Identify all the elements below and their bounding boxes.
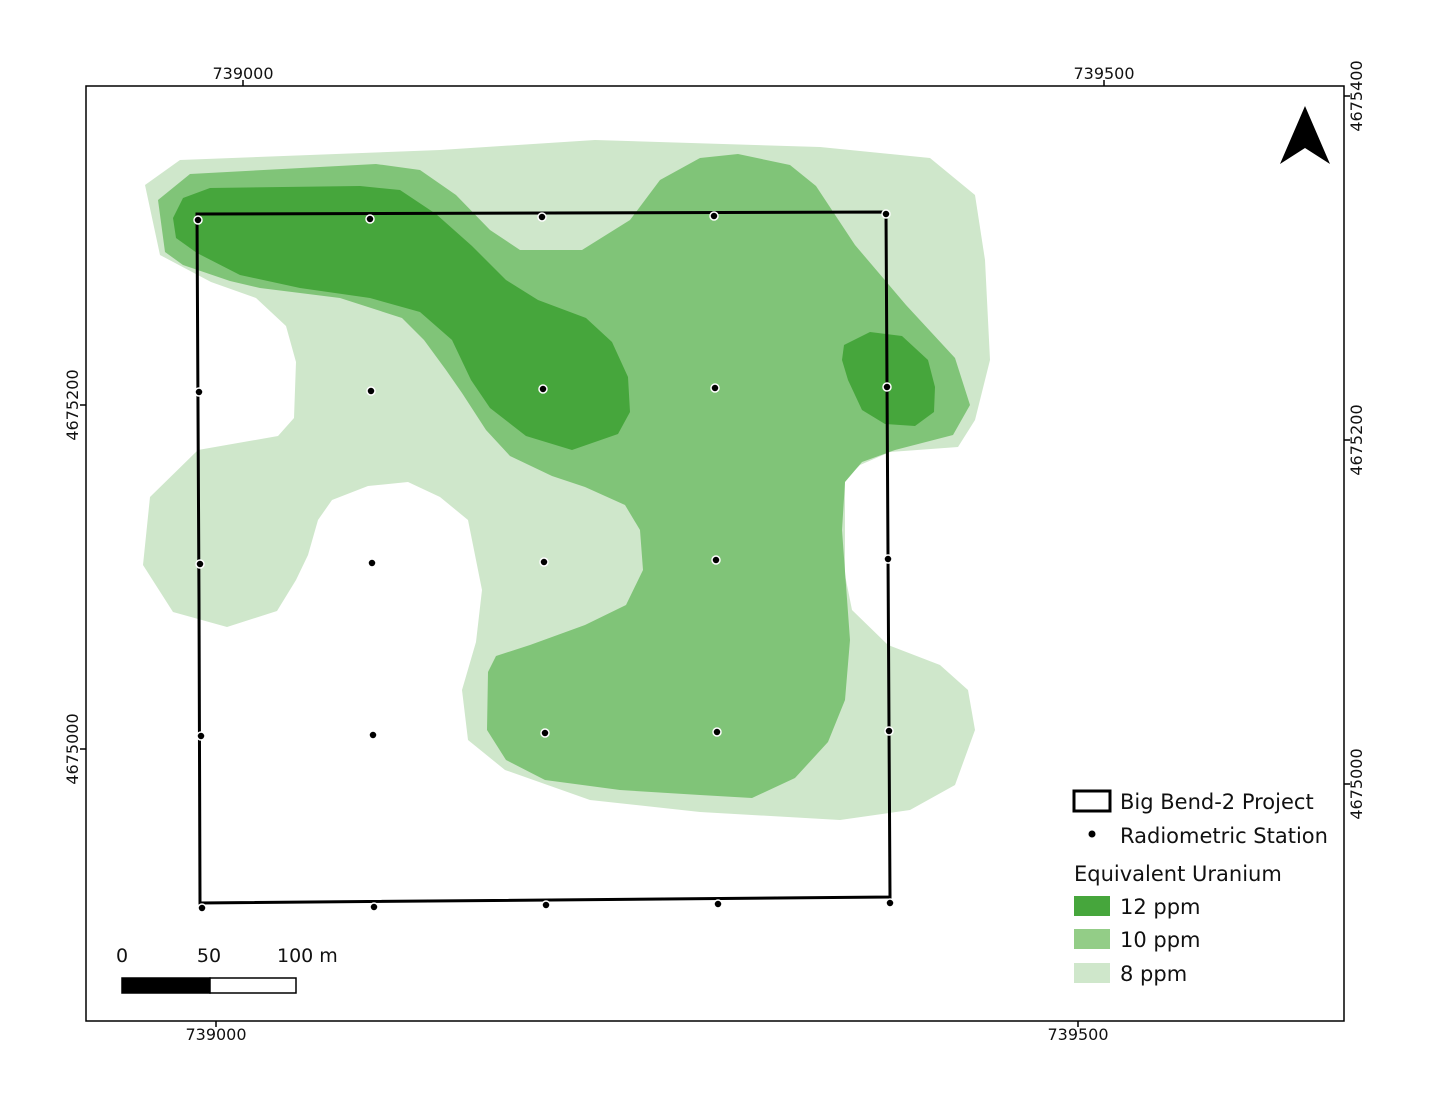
radiometric-station <box>196 731 206 741</box>
top-tick-label-739000: 739000 <box>212 64 273 83</box>
radiometric-station <box>366 386 376 396</box>
legend-project-swatch <box>1072 789 1112 813</box>
scale-bar: 0 50 100 m <box>116 945 338 994</box>
radiometric-station <box>882 382 892 392</box>
right-tick-label-4675000: 4675000 <box>1347 748 1366 819</box>
radiometric-station <box>709 211 719 221</box>
map-frame <box>85 85 1345 1022</box>
radiometric-station <box>711 555 721 565</box>
scale-label-50: 50 <box>197 945 221 967</box>
legend-project-label: Big Bend-2 Project <box>1120 790 1314 814</box>
radiometric-station <box>541 900 551 910</box>
radiometric-station <box>193 215 203 225</box>
radiometric-station <box>539 557 549 567</box>
legend-label-12ppm: 12 ppm <box>1120 895 1201 919</box>
frame-ticks <box>80 80 1350 1027</box>
legend-station-symbol <box>1088 830 1096 838</box>
scale-label-0: 0 <box>116 945 128 967</box>
legend-swatch-10ppm <box>1074 929 1110 949</box>
radiometric-station <box>369 902 379 912</box>
bottom-tick-label-739500: 739500 <box>1047 1025 1108 1044</box>
uranium-12ppm-zone-e <box>842 332 935 426</box>
legend-label-10ppm: 10 ppm <box>1120 928 1201 952</box>
legend-swatch-12ppm <box>1074 896 1110 916</box>
radiometric-station <box>712 727 722 737</box>
radiometric-stations <box>193 209 895 913</box>
right-tick-label-4675400: 4675400 <box>1347 60 1366 131</box>
scale-bar-segment-black <box>121 977 211 994</box>
radiometric-station <box>884 726 894 736</box>
right-tick-label-4675200: 4675200 <box>1347 404 1366 475</box>
left-tick-label-4675200: 4675200 <box>63 369 82 440</box>
north-arrow-icon <box>1280 106 1330 164</box>
radiometric-station <box>881 209 891 219</box>
radiometric-station <box>368 730 378 740</box>
top-tick-label-739500: 739500 <box>1073 64 1134 83</box>
legend-label-8ppm: 8 ppm <box>1120 962 1187 986</box>
radiometric-station <box>365 214 375 224</box>
radiometric-station <box>195 559 205 569</box>
radiometric-station <box>540 728 550 738</box>
scale-label-100: 100 m <box>277 945 338 967</box>
legend-swatch-8ppm <box>1074 963 1110 983</box>
bottom-tick-label-739000: 739000 <box>185 1025 246 1044</box>
uranium-10ppm-zone <box>158 154 970 798</box>
radiometric-station <box>367 558 377 568</box>
legend-group-title: Equivalent Uranium <box>1074 862 1282 886</box>
radiometric-station <box>197 903 207 913</box>
radiometric-station <box>538 384 548 394</box>
legend: Big Bend-2 Project Radiometric Station E… <box>1072 789 1328 986</box>
left-tick-label-4675000: 4675000 <box>63 713 82 784</box>
radiometric-station <box>194 387 204 397</box>
radiometric-station <box>885 898 895 908</box>
radiometric-station <box>883 554 893 564</box>
radiometric-station <box>710 383 720 393</box>
uranium-12ppm-zone-nw <box>173 186 630 450</box>
radiometric-station <box>713 899 723 909</box>
radiometric-station <box>537 212 547 222</box>
legend-station-label: Radiometric Station <box>1120 824 1328 848</box>
project-boundary <box>195 210 892 905</box>
scale-bar-segment-white <box>209 977 297 994</box>
